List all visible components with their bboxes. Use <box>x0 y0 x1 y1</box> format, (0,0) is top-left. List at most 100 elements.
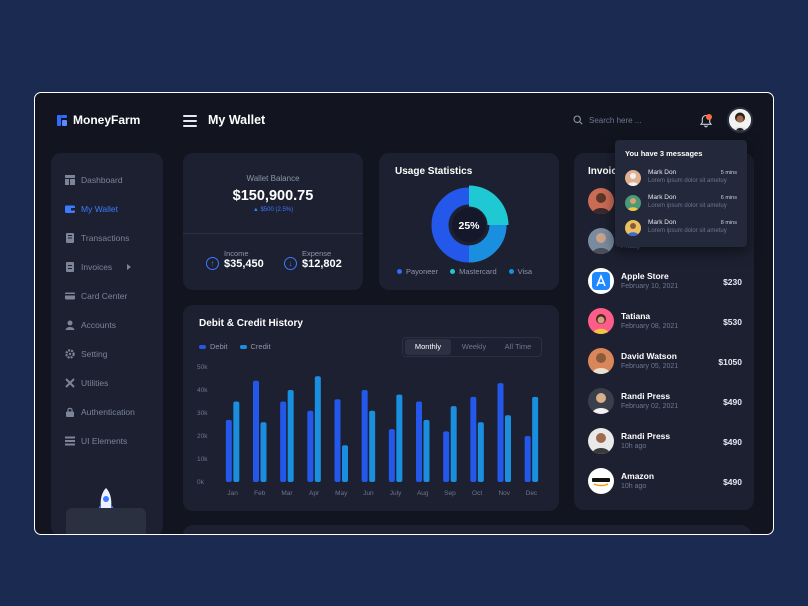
wallet-balance-label: Wallet Balance <box>246 174 300 183</box>
bar-credit-jan[interactable] <box>233 401 240 483</box>
gear-icon <box>65 349 75 359</box>
x-tick-label: Sep <box>444 490 456 497</box>
dashboard-icon <box>65 175 75 185</box>
list-item[interactable]: David Watson February 05, 2021 $1050 <box>588 348 742 378</box>
sidebar-item-ui-elements[interactable]: UI Elements <box>65 436 127 446</box>
x-tick-label: Jan <box>227 490 238 497</box>
sidebar-item-label: UI Elements <box>81 436 128 446</box>
bar-credit-mar[interactable] <box>287 390 294 482</box>
search-input[interactable] <box>589 115 659 125</box>
list-item[interactable]: Apple Store February 10, 2021 $230 <box>588 268 742 298</box>
transactions-icon <box>66 233 74 243</box>
list-item[interactable]: Randi Press 10h ago $490 <box>588 428 742 458</box>
tx-amount: $490 <box>723 477 742 487</box>
bar-credit-may[interactable] <box>342 445 348 482</box>
bar-debit-mar[interactable] <box>280 401 287 483</box>
avatar <box>625 195 641 211</box>
tab-all-time[interactable]: All Time <box>504 342 532 351</box>
message-item[interactable]: Mark Don Lorem ipsum dolor sit ametuy 5 … <box>625 167 737 189</box>
bar-debit-aug[interactable] <box>416 401 422 483</box>
message-sender: Mark Don <box>648 194 677 201</box>
bar-debit-jan[interactable] <box>225 419 232 482</box>
list-item[interactable]: Amazon 10h ago $490 <box>588 468 742 498</box>
tab-weekly[interactable]: Weekly <box>461 342 487 351</box>
tools-icon <box>65 378 75 388</box>
legend-payoneer: Payoneer <box>397 267 438 276</box>
avatar <box>625 170 641 186</box>
message-item[interactable]: Mark Don Lorem ipsum dolor sit ametuy 6 … <box>625 192 737 214</box>
list-item[interactable]: Tatiana February 08, 2021 $530 <box>588 308 742 338</box>
app-logo[interactable]: MoneyFarm <box>57 113 140 127</box>
sidebar-item-setting[interactable]: Setting <box>65 349 107 359</box>
donut-slice-visa <box>468 224 507 263</box>
bar-debit-sep[interactable] <box>443 431 450 482</box>
bar-debit-apr[interactable] <box>307 410 314 482</box>
bar-credit-aug[interactable] <box>423 419 430 482</box>
bar-credit-sep[interactable] <box>450 406 457 482</box>
bar-debit-feb[interactable] <box>253 380 259 482</box>
search-bar[interactable] <box>573 115 659 125</box>
bar-debit-dec[interactable] <box>524 436 531 482</box>
search-icon <box>573 115 583 125</box>
message-text: Lorem ipsum dolor sit ametuy <box>648 228 727 234</box>
tx-date: February 05, 2021 <box>621 363 679 370</box>
sidebar-item-invoices[interactable]: Invoices <box>65 262 132 272</box>
y-tick-label: 50k <box>197 364 208 371</box>
bar-credit-apr[interactable] <box>314 376 321 482</box>
bar-debit-nov[interactable] <box>497 383 504 482</box>
arrow-down-icon: ↓ <box>284 257 297 270</box>
lock-icon <box>66 407 74 417</box>
history-card: Debit & Credit History Debit Credit Mont… <box>183 305 559 511</box>
bar-debit-may[interactable] <box>334 399 341 482</box>
tx-name: Apple Store <box>621 271 669 281</box>
user-avatar[interactable] <box>727 107 753 133</box>
avatar <box>588 388 614 414</box>
sidebar-item-accounts[interactable]: Accounts <box>65 320 116 330</box>
app-name: MoneyFarm <box>73 113 141 127</box>
message-item[interactable]: Mark Don Lorem ipsum dolor sit ametuy 8 … <box>625 217 737 239</box>
sidebar-item-dashboard[interactable]: Dashboard <box>65 175 123 185</box>
y-tick-label: 10k <box>197 456 208 463</box>
sidebar-item-transactions[interactable]: Transactions <box>65 233 129 243</box>
upgrade-panel[interactable] <box>66 508 146 534</box>
bar-debit-july[interactable] <box>388 429 395 482</box>
bar-credit-dec[interactable] <box>532 396 539 482</box>
x-tick-label: Mar <box>281 490 293 497</box>
sidebar-item-my-wallet[interactable]: My Wallet <box>65 204 118 214</box>
divider <box>183 233 363 234</box>
x-tick-label: Dec <box>526 490 538 497</box>
sidebar: Dashboard My Wallet Transactions Invoice… <box>51 153 163 534</box>
tx-name: David Watson <box>621 351 677 361</box>
sidebar-item-label: Dashboard <box>81 175 123 185</box>
list-item[interactable]: Randi Press February 02, 2021 $490 <box>588 388 742 418</box>
bar-credit-nov[interactable] <box>505 415 511 482</box>
bar-credit-july[interactable] <box>396 394 403 482</box>
tx-amount: $490 <box>723 437 742 447</box>
sidebar-item-utilities[interactable]: Utilities <box>65 378 108 388</box>
sidebar-item-card-center[interactable]: Card Center <box>65 291 127 301</box>
menu-icon[interactable] <box>183 115 197 127</box>
y-tick-label: 30k <box>197 410 208 417</box>
notification-badge <box>706 114 712 120</box>
bar-debit-jun[interactable] <box>361 390 368 482</box>
list-item[interactable] <box>588 188 742 218</box>
x-tick-label: July <box>390 490 402 497</box>
wallet-card: Wallet Balance $150,900.75 ▲ $500 (2.5%)… <box>183 153 363 290</box>
sidebar-item-label: My Wallet <box>81 204 118 214</box>
bar-credit-oct[interactable] <box>477 422 484 482</box>
avatar <box>588 428 614 454</box>
wallet-icon <box>65 205 75 213</box>
bar-debit-oct[interactable] <box>470 396 477 482</box>
sidebar-item-authentication[interactable]: Authentication <box>65 407 135 417</box>
x-tick-label: May <box>335 490 348 497</box>
usage-donut-chart: 25% <box>431 185 509 263</box>
usage-card: Usage Statistics 25% Payoneer Mastercard… <box>379 153 559 290</box>
message-time: 5 mins <box>720 170 737 176</box>
message-text: Lorem ipsum dolor sit ametuy <box>648 178 727 184</box>
income-block: ↑ Income $35,450 <box>206 249 264 270</box>
bar-credit-jun[interactable] <box>369 410 376 482</box>
bar-credit-feb[interactable] <box>260 422 267 482</box>
tx-name: Randi Press <box>621 431 671 441</box>
tx-name: Tatiana <box>621 311 651 321</box>
tab-monthly[interactable]: Monthly <box>405 339 451 355</box>
